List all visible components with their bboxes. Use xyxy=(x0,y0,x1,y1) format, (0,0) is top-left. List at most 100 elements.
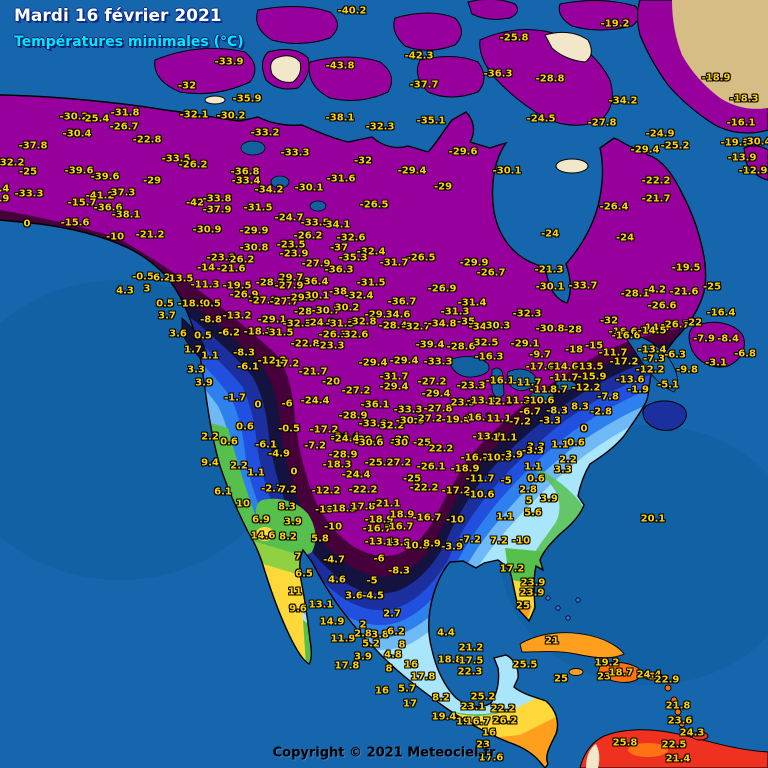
temp-label: -2.7 xyxy=(261,483,283,495)
temp-label: -13.3 xyxy=(466,395,496,407)
temp-label: -3.1 xyxy=(705,357,727,369)
temp-label: 8.7 xyxy=(550,384,568,396)
temp-label: -8.8 xyxy=(200,314,222,326)
temp-label: -24.9 xyxy=(305,317,335,329)
hispaniola xyxy=(597,661,642,683)
temp-label: -32.7 xyxy=(401,321,431,333)
temp-label: -24.4 xyxy=(330,431,360,443)
temp-label: 19.2 xyxy=(594,657,620,669)
temp-label: -8.3 xyxy=(546,405,568,417)
temp-label: -1.7 xyxy=(224,392,246,404)
temp-label: -36.7 xyxy=(387,296,417,308)
temp-label: -38.1 xyxy=(325,112,355,124)
temp-label: -33.8 xyxy=(202,193,232,205)
temp-label: -4.9 xyxy=(268,448,290,460)
temp-label: 25.2 xyxy=(470,691,496,703)
temp-label: 4.4 xyxy=(437,627,455,639)
temp-label: -12.2 xyxy=(571,382,601,394)
temp-label: -32.1 xyxy=(179,109,209,121)
temp-label: -22.2 xyxy=(348,484,378,496)
cuba xyxy=(519,632,625,659)
temp-label: -35.3 xyxy=(338,252,368,264)
temp-label: 21.8 xyxy=(665,700,691,712)
temp-label: -32.2 xyxy=(0,157,25,169)
temp-label: -31.4 xyxy=(457,297,487,309)
temp-label: -7.2 xyxy=(459,534,481,546)
temp-label: 19 xyxy=(456,716,470,728)
temp-label: 4.8 xyxy=(384,649,402,661)
temp-label: -28.9 xyxy=(338,410,368,422)
temp-label: -32.5 xyxy=(282,318,312,330)
temp-label: -16.7 xyxy=(362,523,392,535)
temp-label: -26.3 xyxy=(318,329,348,341)
temp-label: -24.4 xyxy=(330,433,360,445)
temp-label: 23 xyxy=(597,671,611,683)
temp-label: -22.2 xyxy=(641,175,671,187)
temp-label: -32.3 xyxy=(512,308,542,320)
temp-label: -19.4 xyxy=(441,414,471,426)
temp-label: -27.9 xyxy=(274,280,304,292)
temp-label: -30.2 xyxy=(216,110,246,122)
temp-label: 8.2 xyxy=(279,531,297,543)
temp-label: -18.9 xyxy=(450,463,480,475)
temp-label: -40.2 xyxy=(337,5,367,17)
temp-label: 4.6 xyxy=(328,574,346,586)
temp-label: 22.5 xyxy=(661,739,687,751)
temp-label: -18.3 xyxy=(729,93,759,105)
temp-label: -31.6 xyxy=(326,173,356,185)
temp-label: 5.6 xyxy=(524,507,542,519)
temp-label: -30.6 xyxy=(354,437,384,449)
temp-label: -11.3 xyxy=(190,279,220,291)
temp-label: -25 xyxy=(702,281,722,293)
temp-label: 18.7 xyxy=(608,667,634,679)
temp-label: -33.5 xyxy=(161,153,191,165)
temp-label: -19.1 xyxy=(720,137,750,149)
temp-label: 6.1 xyxy=(214,486,232,498)
temp-label: 23.9 xyxy=(450,397,476,409)
temp-label: -18.9 xyxy=(177,298,207,310)
temp-label: -24.4 xyxy=(341,469,371,481)
temp-label: -24.9 xyxy=(645,128,675,140)
temp-label: -26.7 xyxy=(660,319,690,331)
temp-label: 17.5 xyxy=(458,655,484,667)
temp-label: -12.9 xyxy=(738,165,768,177)
greenland xyxy=(636,0,768,181)
temp-label: 20.1 xyxy=(640,513,666,525)
temp-label: -3.3 xyxy=(539,415,561,427)
temp-label: 0.6 xyxy=(527,473,545,485)
temp-label: 5.8 xyxy=(311,533,329,545)
temp-label: -26.9 xyxy=(229,289,259,301)
temp-label: -21.7 xyxy=(298,366,328,378)
temp-label: -6.8 xyxy=(734,348,756,360)
temp-label: -18.3 xyxy=(327,503,357,515)
temp-label: -29.6 xyxy=(448,146,478,158)
temp-label: 27.2 xyxy=(386,457,412,469)
temp-label: -29.4 xyxy=(389,355,419,367)
temp-label: -30.8 xyxy=(535,323,565,335)
temp-label: -27.8 xyxy=(587,117,617,129)
temp-label: 2 xyxy=(359,619,367,631)
temp-label: 7 xyxy=(294,551,302,563)
temp-label: 6.2 xyxy=(153,272,171,284)
temp-label: 25 xyxy=(554,673,568,685)
temp-label: -31.8 xyxy=(110,107,140,119)
temp-label: -16.7 xyxy=(384,521,414,533)
temp-label: 0.5 xyxy=(194,330,212,342)
temp-label: -4.2 xyxy=(644,284,666,296)
temp-label: -25.9 xyxy=(364,457,394,469)
temp-label: -33.4 xyxy=(231,175,261,187)
temp-label: -27.2 xyxy=(248,295,278,307)
temp-label: 22.9 xyxy=(654,674,680,686)
temp-label: 25.8 xyxy=(612,737,638,749)
temp-label: -29.4 xyxy=(358,357,388,369)
temp-label: -10 xyxy=(105,231,125,243)
temp-label: -31.5 xyxy=(243,202,273,214)
temp-label: 21.4 xyxy=(665,753,691,765)
temp-label: -33.5 xyxy=(300,217,330,229)
temp-label: -13.2 xyxy=(222,310,252,322)
temp-label: 1.1 xyxy=(247,467,265,479)
temp-label: 11.1 xyxy=(492,432,518,444)
temp-label: 3.6 xyxy=(345,590,363,602)
temp-label: 2.8 xyxy=(519,484,537,496)
